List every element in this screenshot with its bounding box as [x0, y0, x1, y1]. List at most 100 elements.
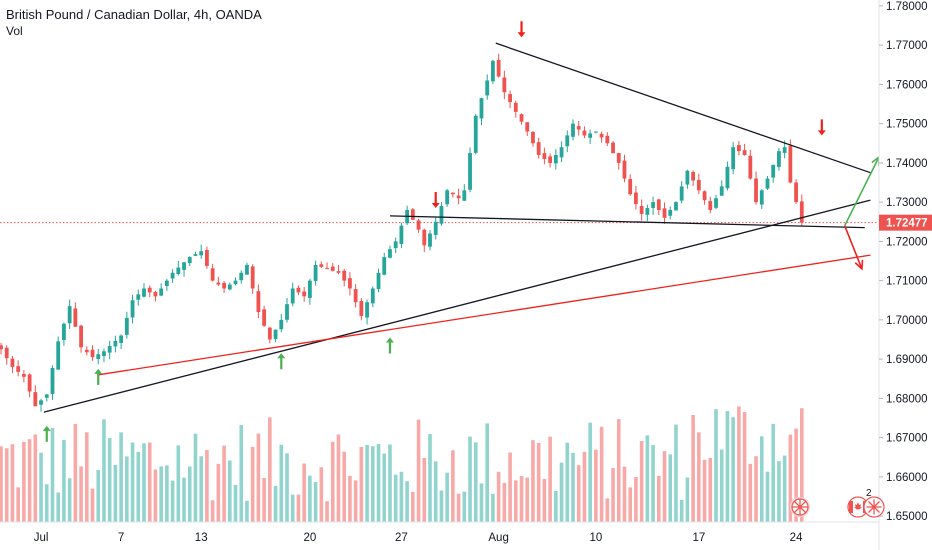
time-tick-label: 10: [589, 532, 602, 544]
volume-bar: [599, 426, 604, 522]
candle-body: [313, 264, 318, 281]
time-tick-label: 27: [395, 532, 408, 544]
uk-flag-icon[interactable]: [861, 494, 887, 520]
candle-body: [782, 147, 787, 153]
price-tick-label: 1.72000: [886, 236, 928, 248]
volume-bar: [393, 474, 398, 522]
green-up-arrow-head: [277, 353, 286, 359]
price-tick-label: 1.74000: [886, 158, 928, 170]
volume-bar: [777, 461, 781, 522]
candle-body: [513, 102, 518, 112]
candle-body: [0, 345, 3, 350]
time-tick-label: 24: [790, 532, 803, 544]
candle-body: [27, 374, 32, 392]
volume-bar: [268, 417, 272, 522]
volume-bar: [594, 449, 598, 522]
candle-body: [531, 131, 535, 144]
volume-bar: [514, 480, 518, 522]
candle-body: [508, 94, 512, 103]
volume-bar: [205, 449, 209, 522]
volume-bar: [519, 476, 524, 522]
candle-body: [468, 153, 472, 190]
candle-body: [559, 147, 564, 158]
candle-body: [593, 131, 598, 133]
volume-bar: [308, 475, 312, 522]
volume-bar: [445, 472, 449, 522]
volume-bar: [90, 488, 95, 522]
candle-body: [4, 347, 9, 359]
volume-bar: [794, 428, 798, 522]
volume-bar: [348, 475, 352, 522]
candle-body: [353, 289, 358, 303]
candle-body: [450, 192, 455, 195]
candle-body: [176, 267, 181, 275]
volume-label: Vol: [6, 24, 23, 38]
price-axis-bg: [879, 0, 932, 550]
volume-bar: [107, 437, 112, 522]
candle-body: [674, 202, 678, 211]
volume-bar: [708, 457, 713, 522]
volume-bar: [359, 447, 364, 522]
volume-bar: [250, 446, 255, 522]
candle-body: [456, 195, 461, 199]
candle-body: [182, 262, 186, 270]
volume-bar: [439, 490, 444, 522]
candle-body: [662, 208, 667, 218]
green-up-arrow: [94, 368, 103, 385]
candle-body: [725, 166, 730, 189]
volume-bar: [371, 446, 375, 522]
candle-body: [445, 190, 450, 205]
volume-bar: [456, 493, 461, 522]
candle-body: [714, 198, 718, 208]
green-projection-arrow-line: [843, 156, 880, 227]
symbol-title: British Pound / Canadian Dollar, 4h, OAN…: [6, 7, 262, 22]
candle-body: [245, 264, 249, 275]
upper-trendline: [495, 42, 871, 174]
time-tick-label: 20: [303, 532, 316, 544]
red-trendline: [98, 254, 871, 376]
candle-body: [130, 300, 135, 318]
candle-body: [119, 335, 124, 343]
red-down-arrow-head: [431, 203, 440, 209]
volume-bar: [788, 434, 793, 522]
candle-body: [496, 59, 501, 77]
volume-bar: [33, 434, 38, 522]
volume-bar: [668, 454, 673, 522]
volume-bar: [73, 423, 78, 522]
candle-body: [153, 292, 158, 297]
candle-body: [588, 133, 593, 138]
candle-body: [399, 225, 404, 244]
candle-body: [376, 272, 381, 290]
candle-body: [582, 130, 587, 136]
candle-body: [273, 329, 278, 339]
time-tick-label: 13: [195, 532, 208, 544]
volume-bar: [674, 424, 678, 522]
volume-bar: [771, 423, 775, 522]
volume-bar: [325, 501, 329, 522]
volume-bar: [759, 436, 764, 522]
candle-body: [736, 145, 741, 152]
candle-body: [210, 268, 215, 281]
economic-events-icon[interactable]: [787, 494, 813, 520]
volume-bar: [611, 468, 615, 522]
volume-bar: [657, 475, 661, 522]
candle-body: [708, 201, 713, 210]
candle-body: [279, 319, 284, 330]
candle-body: [491, 60, 495, 82]
volume-bar: [296, 494, 301, 522]
volume-bar: [576, 465, 581, 522]
candle-body: [79, 325, 83, 348]
candle-body: [365, 302, 369, 318]
volume-bar: [731, 417, 735, 522]
volume-bar: [142, 443, 146, 522]
volume-bar: [697, 432, 701, 522]
candle-body: [553, 155, 558, 164]
volume-bar: [285, 453, 289, 522]
volume-bar: [616, 419, 621, 522]
candle-body: [21, 373, 26, 377]
volume-bar: [496, 471, 501, 522]
volume-bar: [330, 441, 335, 522]
candle-body: [473, 115, 478, 153]
volume-bar: [508, 452, 512, 522]
